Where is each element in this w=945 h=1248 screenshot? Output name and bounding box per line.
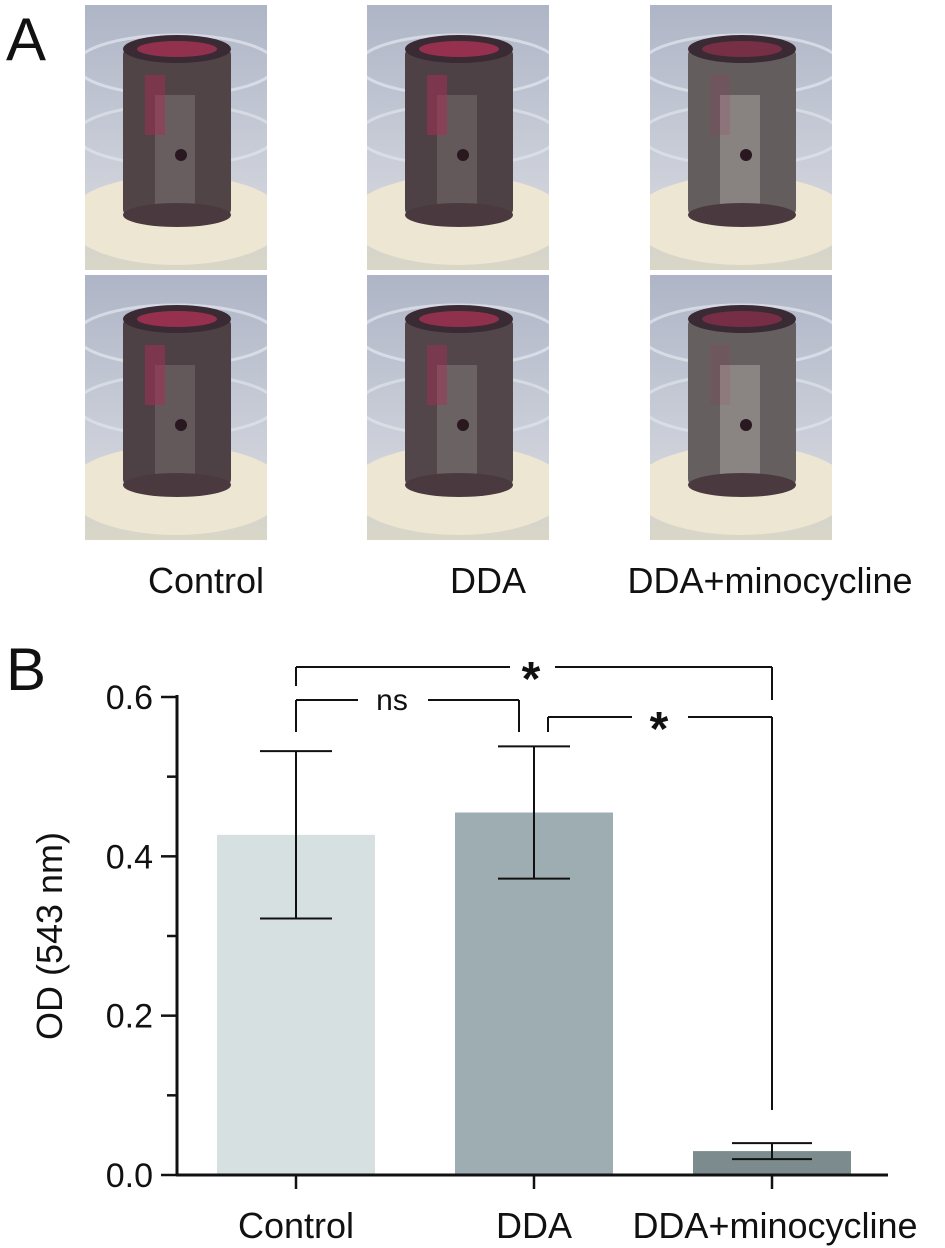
x-tick-label: DDA+minocycline [632, 1205, 917, 1246]
y-tick-label: 0.2 [106, 998, 153, 1036]
significance-label-3: * [522, 653, 541, 706]
significance-label-1: ns [376, 684, 408, 717]
photo-label-control: Control [147, 560, 265, 601]
y-tick-label: 0.4 [106, 838, 153, 876]
panel-a-letter: A [6, 6, 47, 73]
panel-b-letter: B [6, 636, 47, 703]
x-tick-label: Control [238, 1205, 354, 1246]
photo-control-2 [85, 275, 267, 540]
significance-label-2: * [650, 703, 669, 756]
y-tick-label: 0.0 [106, 1157, 153, 1195]
y-axis-label: OD (543 nm) [29, 832, 70, 1040]
x-tick-label: DDA [496, 1205, 572, 1246]
bar-dda-minocycline [693, 1151, 851, 1175]
y-tick-label: 0.6 [106, 679, 153, 717]
photo-dda-1 [367, 5, 549, 270]
photo-dda-minocycline-2 [650, 275, 832, 540]
photo-dda-minocycline-1 [650, 5, 832, 270]
photo-control-1 [85, 5, 267, 270]
photo-label-dda: DDA [449, 560, 527, 601]
photo-label-dda-minocycline: DDA+minocycline [627, 560, 913, 601]
photo-dda-2 [367, 275, 549, 540]
